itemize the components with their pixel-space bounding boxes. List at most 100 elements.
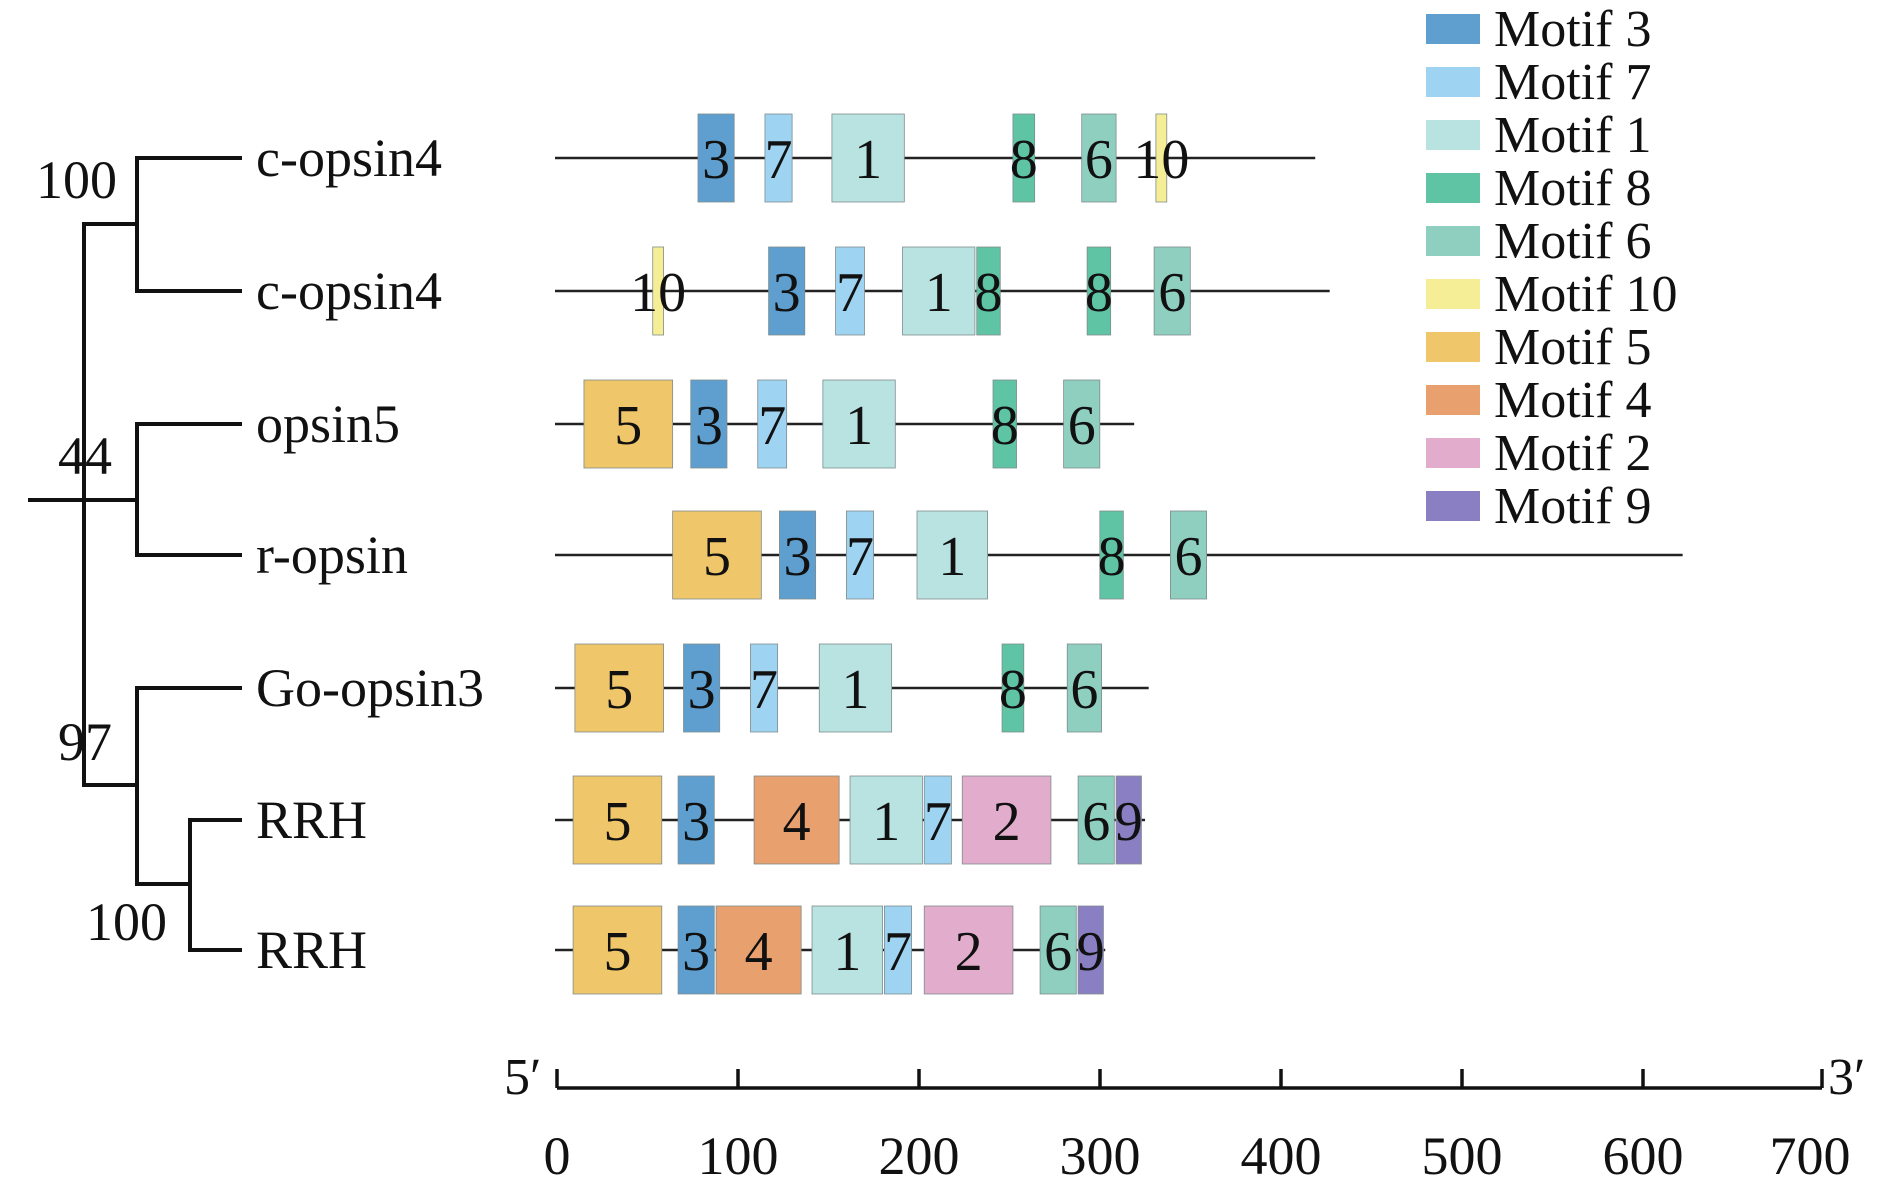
- legend-label: Motif 7: [1494, 54, 1651, 111]
- motif-label: 7: [884, 921, 912, 983]
- bootstrap-value-go-rrh: 97: [58, 712, 112, 772]
- bootstrap-value-copsin: 100: [36, 150, 117, 210]
- motif-label: 6: [1158, 262, 1186, 324]
- axis-tick-label: 400: [1241, 1126, 1322, 1186]
- motif-label: 8: [999, 659, 1027, 721]
- legend-swatch: [1426, 279, 1480, 309]
- motif-box: [1066, 643, 1103, 733]
- motif-box: [572, 775, 663, 865]
- motif-box: [750, 643, 779, 733]
- motif-label: 1: [925, 262, 953, 324]
- sequence-label: Go-opsin3: [256, 658, 484, 718]
- motif-box: [757, 379, 788, 469]
- motif-label: 4: [745, 921, 773, 983]
- motif-label: 5: [614, 395, 642, 457]
- motif-label: 1: [841, 659, 869, 721]
- motif-label: 5: [603, 921, 631, 983]
- motif-label: 7: [765, 129, 793, 191]
- motif-label: 8: [991, 395, 1019, 457]
- axis-tick-label: 600: [1603, 1126, 1684, 1186]
- sequence-labels: c-opsin4 c-opsin4 opsin5 r-opsin Go-opsi…: [256, 128, 484, 980]
- bootstrap-value-rrh: 100: [86, 892, 167, 952]
- motif-box: [572, 905, 663, 995]
- motif-box: [677, 775, 715, 865]
- motif-box: [961, 775, 1052, 865]
- sequence-label: RRH: [256, 920, 367, 980]
- legend-swatch: [1426, 120, 1480, 150]
- axis-start-label: 5′: [504, 1049, 541, 1106]
- legend-swatch: [1426, 67, 1480, 97]
- legend-swatch: [1426, 385, 1480, 415]
- motif-label: 6: [1068, 395, 1096, 457]
- motif-box: [884, 905, 912, 995]
- motif-label: 1: [854, 129, 882, 191]
- motif-box: [574, 643, 664, 733]
- motif-label: 5: [703, 526, 731, 588]
- axis-tick-label: 0: [544, 1126, 571, 1186]
- motif-box: [902, 246, 976, 336]
- legend-swatch: [1426, 14, 1480, 44]
- motif-label: 4: [783, 791, 811, 853]
- motif-label: 3: [784, 526, 812, 588]
- motif-label: 7: [758, 395, 786, 457]
- motif-box: [831, 113, 905, 203]
- motif-box: [818, 643, 893, 733]
- sequence-label: RRH: [256, 790, 367, 850]
- motif-label: 1: [938, 526, 966, 588]
- motif-label: 2: [955, 921, 983, 983]
- motif-label: 6: [1175, 526, 1203, 588]
- motif-label: 3: [702, 129, 730, 191]
- legend-label: Motif 6: [1494, 213, 1651, 270]
- motif-box: [1077, 775, 1115, 865]
- motif-label: 6: [1044, 921, 1072, 983]
- motif-label: 7: [750, 659, 778, 721]
- axis-tick-label: 300: [1060, 1126, 1141, 1186]
- position-axis: 5′ 3′ 0 100 200 300 400 500 600 700: [504, 1049, 1865, 1186]
- motif-box: [811, 905, 884, 995]
- sequence-label: opsin5: [256, 394, 400, 454]
- motif-box: [923, 905, 1014, 995]
- motif-label: 8: [1085, 262, 1113, 324]
- motif-box: [768, 246, 806, 336]
- motif-label: 3: [695, 395, 723, 457]
- motif-box: [1170, 510, 1208, 600]
- motif-label: 3: [682, 921, 710, 983]
- motif-box: [683, 643, 721, 733]
- sequence-label: c-opsin4: [256, 261, 442, 321]
- motif-box: [1063, 379, 1101, 469]
- motif-label: 5: [605, 659, 633, 721]
- legend-swatch: [1426, 332, 1480, 362]
- motif-box: [1115, 775, 1142, 865]
- motif-label: 1: [845, 395, 873, 457]
- motif-label: 1: [872, 791, 900, 853]
- motif-legend: Motif 3 Motif 7 Motif 1 Motif 8 Motif 6 …: [1426, 1, 1677, 535]
- sequence-label: c-opsin4: [256, 128, 442, 188]
- motif-box: [779, 510, 817, 600]
- motif-box: [849, 775, 923, 865]
- motif-box: [1099, 510, 1124, 600]
- motif-box: [1001, 643, 1025, 733]
- motif-label: 6: [1082, 791, 1110, 853]
- motif-label: 10: [1133, 129, 1189, 191]
- legend-swatch: [1426, 173, 1480, 203]
- legend-label: Motif 1: [1494, 107, 1651, 164]
- motif-box: [583, 379, 674, 469]
- motif-box: [677, 905, 715, 995]
- motif-label: 8: [1010, 129, 1038, 191]
- motif-box: [672, 510, 762, 600]
- motif-box: [992, 379, 1017, 469]
- legend-swatch: [1426, 491, 1480, 521]
- motif-box: [822, 379, 896, 469]
- motif-label: 8: [974, 262, 1002, 324]
- motif-label: 6: [1070, 659, 1098, 721]
- axis-tick-label: 500: [1422, 1126, 1503, 1186]
- axis-end-label: 3′: [1828, 1049, 1865, 1106]
- axis-tick-label: 200: [879, 1126, 960, 1186]
- motif-box: [916, 510, 988, 600]
- motif-box: [976, 246, 1001, 336]
- legend-label: Motif 10: [1494, 266, 1677, 323]
- motif-box: [764, 113, 793, 203]
- motif-box: [690, 379, 728, 469]
